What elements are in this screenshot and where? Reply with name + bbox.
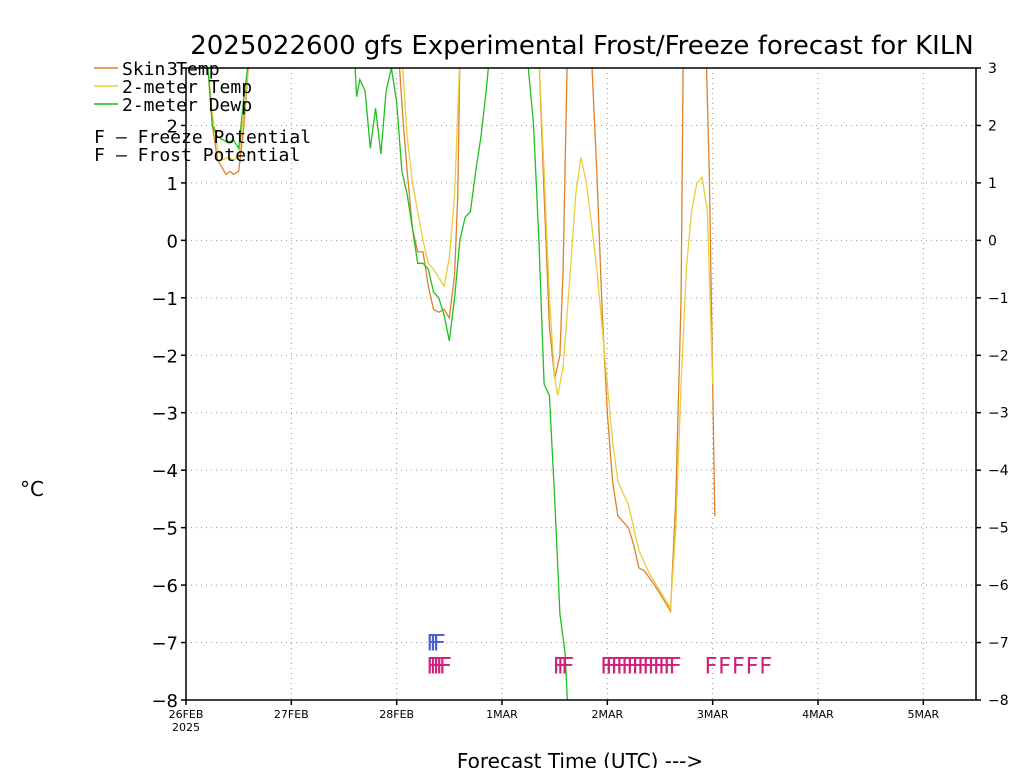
y-tick-label-left: 0 (167, 231, 178, 252)
y-axis-left: 3 2 1 0 −1 −2 −3 −4 −5 −6 −7 −8 (151, 59, 186, 712)
flag-freeze-potential: F (658, 655, 671, 680)
y-tick-label-right: 3 (988, 61, 997, 77)
y-tick-label-left: −8 (151, 691, 178, 712)
flag-freeze-potential: F (653, 655, 666, 680)
flag-freeze-potential: F (600, 655, 613, 680)
flag-freeze-potential: F (626, 655, 639, 680)
flag-frost-potential: F (429, 632, 442, 657)
grid-lines (185, 67, 976, 701)
x-axis-label: Forecast Time (UTC) ---> (457, 749, 703, 768)
y-tick-label-left: −1 (151, 289, 178, 310)
flag-frost-potential: F (426, 632, 439, 657)
y-tick-label-left: 3 (167, 59, 178, 80)
y-tick-label-right: 2 (988, 118, 997, 134)
y-tick-label-left: 2 (167, 116, 178, 137)
y-tick-label-left: −3 (151, 404, 178, 425)
legend-label-2m-temp: 2-meter Temp (122, 77, 252, 98)
y-axis-right: 3 2 1 0 −1 −2 −3 −4 −5 −6 −7 −8 (976, 61, 1009, 709)
y-tick-label-left: −5 (151, 519, 178, 540)
x-tick-label: 27FEB (274, 708, 309, 721)
x-tick-label: 3MAR (697, 708, 729, 721)
y-tick-label-right: −6 (988, 578, 1009, 594)
flag-freeze-potential: F (632, 655, 645, 680)
x-tick-label: 28FEB (379, 708, 414, 721)
y-tick-label-left: −4 (151, 461, 178, 482)
flag-freeze-potential: F (439, 655, 452, 680)
y-tick-label-right: 1 (988, 176, 997, 192)
y-tick-label-right: −4 (988, 463, 1009, 479)
legend-frost-letter: F (94, 145, 105, 166)
x-tick-label: 1MAR (486, 708, 518, 721)
flag-frost-potential: F (432, 632, 445, 657)
x-tick-label: 2MAR (591, 708, 623, 721)
flag-freeze-potential: F (561, 655, 574, 680)
flag-freeze-potential: F (557, 655, 570, 680)
flag-freeze-potential: F (745, 655, 758, 680)
flag-freeze-potential: F (642, 655, 655, 680)
x-tick-label: 4MAR (802, 708, 834, 721)
y-tick-label-left: −2 (151, 346, 178, 367)
flag-freeze-potential: F (663, 655, 676, 680)
legend-label-2m-dewp: 2-meter Dewp (122, 95, 252, 116)
flag-freeze-potential: F (759, 655, 772, 680)
flag-freeze-potential: F (616, 655, 629, 680)
flag-freeze-potential: F (704, 655, 717, 680)
plot-frame (185, 67, 977, 701)
flag-freeze-potential: F (637, 655, 650, 680)
flag-freeze-potential: F (605, 655, 618, 680)
x-tick-label: 5MAR (907, 708, 939, 721)
legend-frost-label: – Frost Potential (116, 145, 300, 166)
y-axis-label: °C (20, 477, 44, 501)
flag-freeze-potential: F (426, 655, 439, 680)
chart-title: 2025022600 gfs Experimental Frost/Freeze… (190, 31, 974, 61)
legend: Skin Temp 2-meter Temp 2-meter Dewp F – … (94, 59, 311, 166)
flag-freeze-potential: F (732, 655, 745, 680)
legend-freeze-letter: F (94, 127, 105, 148)
flag-freeze-potential: F (647, 655, 660, 680)
flag-freeze-potential: F (718, 655, 731, 680)
series-layer (207, 68, 716, 700)
y-tick-label-left: −6 (151, 576, 178, 597)
y-tick-label-left: −7 (151, 634, 178, 655)
y-tick-label-right: −1 (988, 291, 1009, 307)
y-tick-label-right: −5 (988, 521, 1009, 537)
flag-freeze-potential: F (432, 655, 445, 680)
series-line-2-meter-dewp (207, 68, 568, 700)
legend-freeze-label: – Freeze Potential (116, 127, 311, 148)
series-line-skin-temp (207, 68, 716, 614)
x-tick-label: 26FEB (169, 708, 204, 721)
flag-freeze-potential: F (436, 655, 449, 680)
y-tick-label-right: 0 (988, 233, 997, 249)
y-tick-label-left: 1 (167, 174, 178, 195)
series-line-2-meter-temp (207, 68, 714, 611)
flag-freeze-potential: F (429, 655, 442, 680)
flag-freeze-potential: F (610, 655, 623, 680)
y-tick-label-right: −7 (988, 636, 1009, 652)
y-tick-label-right: −2 (988, 348, 1009, 364)
x-tick-sublabel: 2025 (172, 721, 200, 734)
legend-label-skin-temp: Skin Temp (122, 59, 220, 80)
flag-freeze-potential: F (553, 655, 566, 680)
flag-freeze-potential: F (621, 655, 634, 680)
y-tick-label-right: −8 (988, 693, 1009, 709)
y-tick-label-right: −3 (988, 406, 1009, 422)
flag-freeze-potential: F (668, 655, 681, 680)
